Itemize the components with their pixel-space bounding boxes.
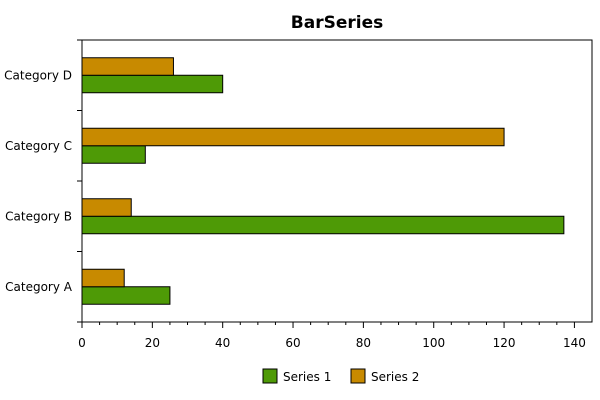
- bar-category-c-series-1: [81, 145, 146, 164]
- bar-category-a-series-1: [81, 286, 171, 305]
- bar-category-a-series-2: [81, 268, 125, 288]
- x-tick-label-0: 0: [78, 336, 86, 350]
- x-tick-label-60: 60: [285, 336, 300, 350]
- legend-label-series-2: Series 2: [371, 370, 419, 384]
- y-tick-label-category-c: Category C: [5, 139, 72, 153]
- x-tick-label-80: 80: [356, 336, 371, 350]
- y-tick-label-category-a: Category A: [5, 280, 73, 294]
- y-tick-label-category-b: Category B: [5, 209, 72, 223]
- x-axis: 0 20 40 60 80 100 120 140: [78, 322, 586, 350]
- y-axis: Category A Category B Category C Category D: [4, 39, 82, 323]
- x-tick-label-140: 140: [563, 336, 586, 350]
- y-tick-label-category-d: Category D: [4, 68, 72, 82]
- legend: Series 1 Series 2: [262, 368, 419, 384]
- legend-label-series-1: Series 1: [283, 370, 331, 384]
- x-tick-label-40: 40: [215, 336, 230, 350]
- bar-category-c-series-2: [81, 127, 505, 147]
- bar-category-b-series-1: [81, 215, 565, 235]
- legend-swatch-series-2: [350, 368, 366, 384]
- chart-title: BarSeries: [291, 13, 383, 33]
- x-tick-label-20: 20: [145, 336, 160, 350]
- bars-layer: [81, 57, 565, 305]
- bar-category-d-series-1: [81, 74, 224, 94]
- bar-category-b-series-2: [81, 198, 132, 217]
- bar-category-d-series-2: [81, 57, 174, 76]
- legend-swatch-series-1: [262, 368, 278, 384]
- x-tick-label-120: 120: [493, 336, 516, 350]
- x-tick-label-100: 100: [422, 336, 445, 350]
